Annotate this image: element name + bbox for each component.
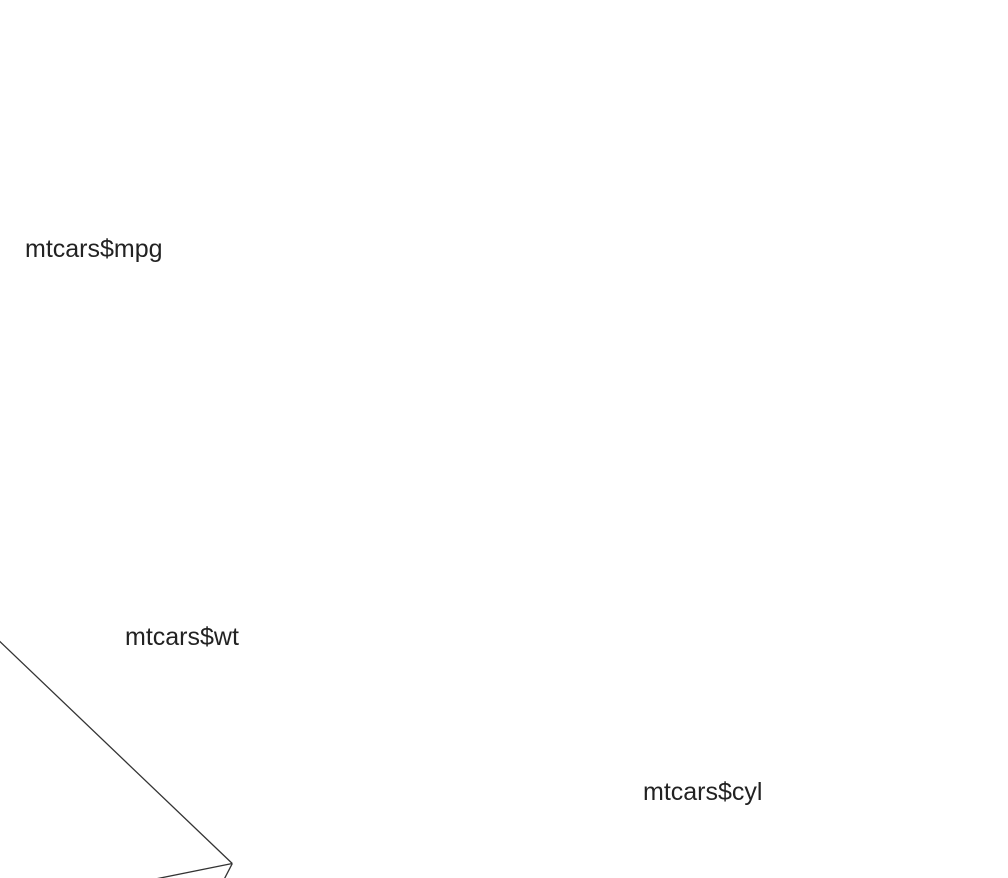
cyl-axis-label: mtcars$cyl [643,778,762,806]
data-points [0,673,32,878]
wt-axis-label: mtcars$wt [125,623,239,651]
mpg-axis-label: mtcars$mpg [25,235,163,263]
axis-ticks: 15202530234545678 [0,644,35,878]
box-edge-10 [0,864,232,878]
